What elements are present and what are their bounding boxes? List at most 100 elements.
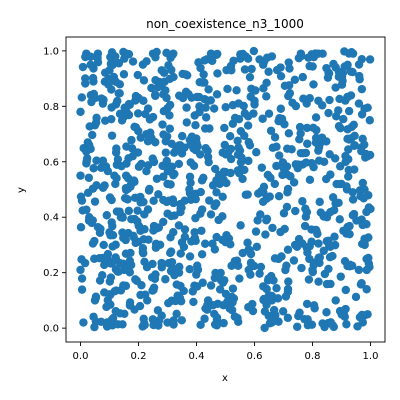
data-point xyxy=(123,263,132,272)
data-point xyxy=(192,92,202,102)
data-point xyxy=(129,176,139,185)
data-point xyxy=(334,198,343,208)
data-point xyxy=(77,285,87,294)
data-point xyxy=(129,233,138,242)
data-point xyxy=(247,64,256,74)
data-point xyxy=(317,133,327,142)
data-point xyxy=(284,58,293,67)
data-point xyxy=(108,221,117,231)
data-point xyxy=(278,307,288,316)
data-point xyxy=(250,100,259,109)
data-point xyxy=(284,277,293,286)
data-point xyxy=(149,221,159,231)
data-point xyxy=(197,226,206,235)
data-point xyxy=(107,315,116,325)
data-point xyxy=(341,157,350,167)
data-point xyxy=(213,299,222,308)
data-point xyxy=(133,148,143,157)
data-point xyxy=(125,256,135,266)
x-tick-label: 0.2 xyxy=(131,351,147,362)
data-point xyxy=(276,71,286,81)
data-point xyxy=(93,53,102,63)
data-point xyxy=(274,192,284,201)
data-point xyxy=(211,164,220,174)
y-tick-label: 0.2 xyxy=(43,268,59,279)
data-point xyxy=(107,48,117,57)
data-point xyxy=(272,283,281,293)
data-point xyxy=(174,221,184,230)
data-point xyxy=(76,107,85,117)
data-point xyxy=(245,141,255,150)
data-point xyxy=(88,130,97,140)
data-point xyxy=(140,320,149,330)
data-point xyxy=(133,217,142,226)
data-point xyxy=(309,301,319,310)
plot-frame xyxy=(65,36,386,343)
data-point xyxy=(143,205,153,214)
data-point xyxy=(357,279,366,288)
x-tick-label: 0.6 xyxy=(247,351,263,362)
data-point xyxy=(182,118,191,127)
data-point xyxy=(279,209,289,218)
data-point xyxy=(299,94,308,103)
data-point xyxy=(343,60,352,70)
data-point xyxy=(124,206,134,216)
data-point xyxy=(226,154,236,164)
data-point xyxy=(343,125,352,134)
data-point xyxy=(297,263,306,273)
data-point xyxy=(262,284,271,294)
data-point xyxy=(148,286,157,295)
data-point xyxy=(237,153,246,162)
data-point xyxy=(161,148,171,157)
data-point xyxy=(172,309,181,319)
data-point xyxy=(113,320,123,329)
data-point xyxy=(162,156,171,166)
data-point xyxy=(90,197,100,206)
data-point xyxy=(201,143,210,153)
data-point xyxy=(345,229,354,239)
data-point xyxy=(261,230,270,239)
data-point xyxy=(244,156,253,166)
data-point xyxy=(119,70,129,79)
data-point xyxy=(302,299,312,309)
data-point xyxy=(218,212,227,221)
data-point xyxy=(221,102,230,112)
data-point xyxy=(111,255,121,264)
data-point xyxy=(357,110,367,119)
data-point xyxy=(133,70,142,80)
data-point xyxy=(86,144,95,154)
data-point xyxy=(149,196,158,206)
y-tick-label: 0.8 xyxy=(43,102,59,113)
data-point xyxy=(215,285,225,294)
data-point xyxy=(219,167,229,176)
data-point xyxy=(226,144,236,154)
x-axis-label: x xyxy=(222,373,228,384)
data-point xyxy=(178,131,187,141)
data-point xyxy=(328,251,337,261)
data-point xyxy=(329,59,338,69)
data-point xyxy=(272,142,281,151)
data-point xyxy=(171,296,180,306)
data-point xyxy=(147,273,157,282)
data-point xyxy=(77,255,86,264)
data-point xyxy=(361,153,370,162)
data-point xyxy=(218,192,227,202)
data-point xyxy=(220,276,229,285)
data-point xyxy=(133,206,142,215)
data-point xyxy=(167,211,176,221)
data-point xyxy=(195,102,204,111)
data-point xyxy=(91,292,101,301)
data-point xyxy=(200,56,209,65)
data-point xyxy=(348,195,358,204)
data-point xyxy=(255,55,264,64)
data-point xyxy=(159,90,168,99)
data-point xyxy=(181,70,190,79)
data-point xyxy=(198,278,207,287)
data-point xyxy=(276,104,286,113)
data-point xyxy=(362,285,371,294)
data-point xyxy=(344,172,353,181)
data-point xyxy=(283,313,293,323)
data-point xyxy=(116,286,126,295)
data-point xyxy=(270,254,280,263)
